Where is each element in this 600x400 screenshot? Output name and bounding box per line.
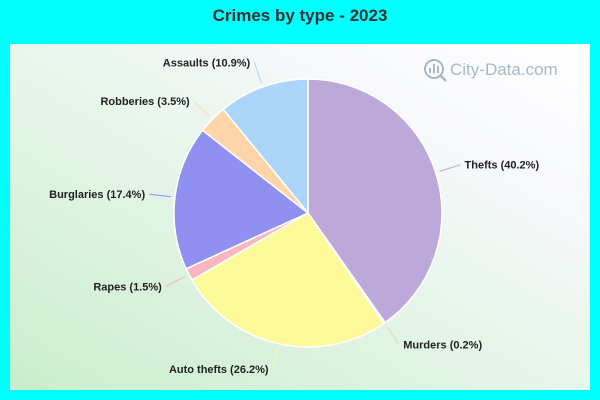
pie-slice: [307, 78, 443, 324]
leader-line: [193, 100, 210, 117]
slice-label: Burglaries (17.4%): [49, 189, 145, 201]
pie-slice: [173, 129, 310, 270]
magnifier-chart-icon: [424, 59, 447, 82]
pie-chart: Thefts (40.2%) Murders (0.2%) Auto thefts …: [49, 57, 558, 376]
leader-line: [253, 62, 263, 84]
leader-line: [439, 164, 461, 172]
slice-label: Murders (0.2%): [403, 339, 482, 351]
slice-label: Thefts (40.2%): [465, 160, 540, 172]
slice-label: Auto thefts (26.2%): [169, 364, 269, 376]
slice-label: Robberies (3.5%): [100, 96, 190, 108]
leader-line: [386, 326, 400, 345]
chart-panel: Thefts (40.2%) Murders (0.2%) Auto thefts …: [10, 44, 590, 390]
slice-label: Rapes (1.5%): [93, 281, 162, 293]
chart-title: Crimes by type - 2023: [212, 6, 388, 25]
leader-lines: [149, 62, 461, 370]
pie-slice: [222, 78, 309, 216]
slice-labels: Thefts (40.2%) Murders (0.2%) Auto thefts …: [49, 57, 539, 376]
watermark-text: City-Data.com: [450, 60, 558, 79]
pie-slice: [190, 212, 385, 348]
watermark: City-Data.com: [424, 59, 558, 82]
slice-label: Assaults (10.9%): [163, 57, 251, 69]
leader-line: [149, 193, 172, 198]
leader-line: [272, 347, 278, 370]
pie-slices: [173, 78, 443, 348]
leader-line: [165, 275, 186, 287]
